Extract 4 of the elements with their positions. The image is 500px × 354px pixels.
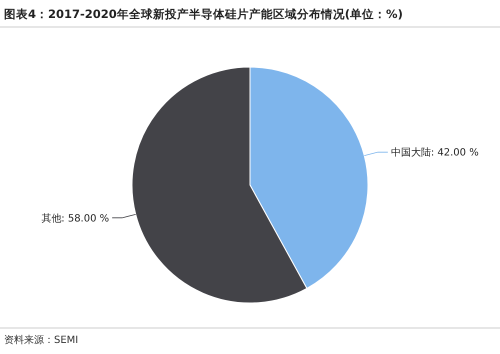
slice-label: 中国大陆: 42.00 % (390, 146, 479, 159)
text: 资料来源：SEMI (4, 334, 78, 346)
chart-title: 图表4：2017-2020年全球新投产半导体硅片产能区域分布情况(单位：%) (4, 7, 403, 21)
slice-label: 其他: 58.00 % (41, 212, 110, 224)
